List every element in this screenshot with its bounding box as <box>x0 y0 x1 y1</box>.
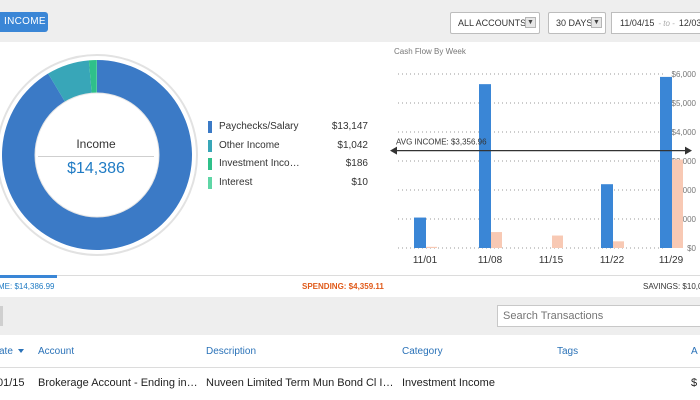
y-tick-label: $3,000 <box>672 157 697 166</box>
cash-flow-chart: $0 $1,000 $2,000 $3,000 $4,000 $5,000 $6,000 11… <box>390 70 697 266</box>
legend-swatch <box>208 121 212 133</box>
income-bar[interactable] <box>479 84 491 249</box>
sort-descending-icon[interactable] <box>18 349 24 353</box>
income-bar[interactable] <box>601 184 613 248</box>
cell-amount: $ <box>691 377 698 389</box>
column-header-amount[interactable]: A <box>691 346 698 357</box>
summary-savings[interactable]: SAVINGS: $10,0 <box>643 282 700 291</box>
income-tab[interactable]: INCOME <box>0 12 48 32</box>
legend-swatch <box>208 158 212 170</box>
x-tick-label: 11/15 <box>539 255 564 266</box>
donut-center-value: $14,386 <box>67 160 125 177</box>
summary-bar: ME: $14,386.99 SPENDING: $4,359.11 SAVIN… <box>0 275 700 297</box>
spending-bar[interactable] <box>426 246 437 248</box>
donut-inner-ring <box>34 92 160 218</box>
donut-slice[interactable] <box>88 60 97 94</box>
column-header-account[interactable]: Account <box>38 346 75 357</box>
legend-label: Investment Inco… <box>219 158 300 169</box>
y-tick-label: $2,000 <box>672 186 697 195</box>
summary-active-indicator <box>0 275 57 278</box>
cell-date: 01/15 <box>0 377 25 389</box>
chart-title: Cash Flow By Week <box>394 47 466 56</box>
accounts-dropdown-label: ALL ACCOUNTS <box>458 18 527 28</box>
cell-category[interactable]: Investment Income <box>402 377 495 389</box>
legend-value: $13,147 <box>331 121 368 132</box>
arrow-left-icon <box>390 146 397 155</box>
income-bar[interactable] <box>660 76 672 249</box>
x-tick-label: 11/22 <box>600 255 625 266</box>
chevron-down-icon: ▼ <box>525 17 536 28</box>
average-income-label: AVG INCOME: $3,356.96 <box>396 138 487 147</box>
legend-swatch <box>208 176 212 189</box>
toolbar: INCOME ALL ACCOUNTS ▼ 30 DAYS ▼ 11/04/15… <box>0 0 700 42</box>
legend-label: Other Income <box>219 139 280 151</box>
legend-value: $10 <box>351 176 368 188</box>
chevron-down-icon: ▼ <box>591 17 602 28</box>
legend-item[interactable]: Paychecks/Salary $13,147 <box>208 118 368 137</box>
range-dropdown-label: 30 DAYS <box>556 18 593 28</box>
donut-center-label: Income <box>76 137 116 151</box>
range-dropdown[interactable]: 30 DAYS ▼ <box>548 12 606 34</box>
x-tick-label: 11/29 <box>659 255 684 266</box>
date-to[interactable]: 12/03 <box>678 18 700 28</box>
y-tick-label: $1,000 <box>672 215 697 224</box>
legend-label: Paychecks/Salary <box>219 121 299 132</box>
income-legend: Paychecks/Salary $13,147 Other Income $1… <box>208 118 368 192</box>
spending-bar[interactable] <box>491 232 502 248</box>
search-transactions-input[interactable] <box>497 305 700 327</box>
table-row[interactable]: 01/15 Brokerage Account - Ending in… Nuv… <box>0 368 700 400</box>
arrow-right-icon <box>685 146 692 155</box>
donut-center-divider <box>38 156 154 157</box>
cell-description: Nuveen Limited Term Mun Bond Cl I… <box>206 377 394 389</box>
column-header-description[interactable]: Description <box>206 346 257 357</box>
income-bar[interactable] <box>414 217 426 248</box>
donut-slice[interactable] <box>1 60 193 250</box>
strip-control-edge[interactable] <box>0 306 3 326</box>
legend-label: Interest <box>219 176 253 188</box>
date-separator: - to - <box>658 19 675 28</box>
spending-bar[interactable] <box>613 241 624 248</box>
y-tick-label: $0 <box>687 244 696 253</box>
legend-item[interactable]: Interest $10 <box>208 174 368 193</box>
column-header-category[interactable]: Category <box>402 346 443 357</box>
spending-bar[interactable] <box>552 235 563 248</box>
column-header-date[interactable]: ate <box>0 346 13 357</box>
donut-svg <box>0 54 198 256</box>
summary-income[interactable]: ME: $14,386.99 <box>0 282 55 291</box>
column-header-tags[interactable]: Tags <box>557 346 579 357</box>
income-donut-chart <box>0 50 202 260</box>
donut-slice[interactable] <box>48 60 92 102</box>
x-tick-label: 11/01 <box>413 255 438 266</box>
cell-account: Brokerage Account - Ending in… <box>38 377 198 389</box>
legend-value: $1,042 <box>337 139 368 151</box>
y-tick-label: $4,000 <box>672 128 697 137</box>
legend-item[interactable]: Investment Inco… $186 <box>208 155 368 174</box>
x-tick-label: 11/08 <box>478 255 503 266</box>
transactions-table-header: ate Account Description Category Tags A <box>0 335 700 368</box>
spending-bar[interactable] <box>672 159 683 248</box>
date-from[interactable]: 11/04/15 <box>620 18 655 28</box>
legend-swatch <box>208 139 212 152</box>
summary-spending[interactable]: SPENDING: $4,359.11 <box>302 282 384 291</box>
accounts-dropdown[interactable]: ALL ACCOUNTS ▼ <box>450 12 540 34</box>
donut-hole <box>35 93 159 217</box>
y-tick-label: $6,000 <box>672 70 697 79</box>
legend-value: $186 <box>345 158 368 169</box>
donut-slices <box>1 60 193 250</box>
date-range-field[interactable]: 11/04/15- to -12/03 <box>611 12 700 34</box>
legend-item[interactable]: Other Income $1,042 <box>208 137 368 156</box>
y-tick-label: $5,000 <box>672 99 697 108</box>
